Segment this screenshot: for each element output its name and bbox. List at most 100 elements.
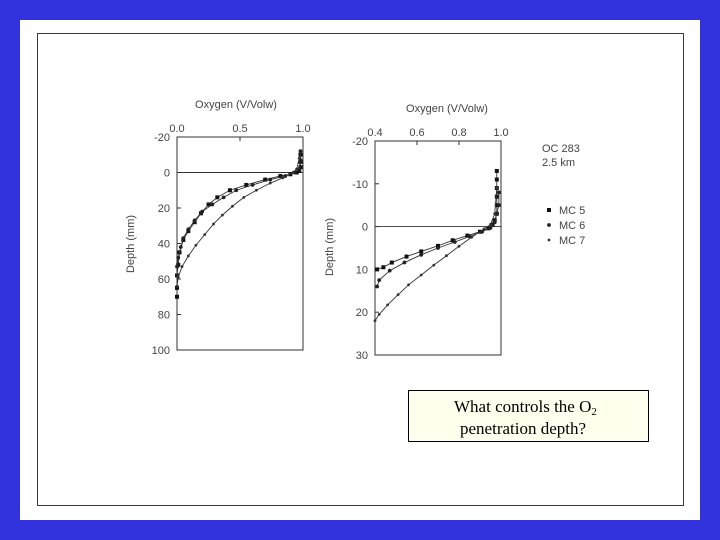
- series-2-point: [375, 284, 379, 289]
- series-1-point: [486, 226, 491, 231]
- y-tick-label: -20: [154, 132, 170, 144]
- x-tick-label: 0.8: [451, 127, 466, 139]
- y-tick-label: 60: [158, 274, 170, 286]
- series-2-point: [176, 255, 181, 260]
- series-3-point: [220, 213, 224, 217]
- series-2-point: [402, 260, 407, 265]
- series-1-point: [465, 233, 470, 238]
- series-1-point: [263, 177, 268, 182]
- series-2-point: [175, 264, 179, 269]
- series-1-point: [419, 249, 424, 254]
- series-1-point: [278, 174, 283, 179]
- y-tick-label: 80: [158, 310, 170, 322]
- series-2-point: [298, 149, 303, 154]
- annotation-line-2: 2.5 km: [542, 157, 575, 169]
- series-3-point: [457, 244, 461, 248]
- content-frame: [37, 33, 684, 506]
- series-3-point: [242, 195, 246, 199]
- caption-box: What controls the O2 penetration depth?: [408, 390, 649, 442]
- series-2-point: [186, 227, 191, 232]
- series-1-point: [215, 195, 220, 200]
- series-3-point: [373, 319, 377, 323]
- chart-left-ylabel: Depth (mm): [125, 215, 137, 273]
- series-1-point: [404, 254, 409, 259]
- caption-line-1: What controls the O2: [454, 396, 597, 423]
- series-3-point: [268, 181, 272, 185]
- annotation-line-1: OC 283: [542, 143, 580, 155]
- series-2-point: [210, 202, 215, 207]
- series-2-point: [488, 225, 493, 230]
- series-2-line: [176, 151, 301, 276]
- series-3-point: [281, 176, 285, 180]
- caption-subscript: 2: [591, 406, 597, 418]
- series-2-point: [497, 203, 501, 208]
- series-1-point: [294, 170, 299, 175]
- caption-text: What controls the O: [454, 397, 592, 416]
- chart-right-title: Oxygen (V/Volw): [406, 103, 488, 115]
- series-3-point: [482, 227, 486, 231]
- y-tick-label: -10: [352, 179, 368, 191]
- legend-marker: [547, 208, 551, 212]
- y-tick-label: 0: [362, 222, 368, 234]
- series-1-point: [494, 194, 499, 199]
- series-2-point: [497, 190, 501, 195]
- series-1-point: [492, 218, 497, 223]
- series-3-point: [432, 263, 436, 267]
- series-3-point: [297, 156, 301, 160]
- x-tick-label: 1.0: [295, 123, 310, 135]
- series-1-point: [381, 265, 386, 270]
- series-1-point: [175, 294, 179, 299]
- series-2-point: [492, 220, 497, 225]
- x-tick-label: 0.6: [409, 127, 424, 139]
- series-1-point: [206, 202, 211, 207]
- series-2-point: [377, 278, 382, 282]
- series-1-point: [375, 267, 380, 272]
- series-3-point: [212, 222, 215, 226]
- y-tick-label: 0: [164, 168, 170, 180]
- series-3-point: [377, 312, 381, 316]
- series-3-line: [374, 188, 498, 322]
- series-2-point: [250, 183, 255, 187]
- series-3-point: [291, 171, 295, 174]
- series-1-point: [494, 168, 499, 173]
- series-1-point: [436, 243, 440, 248]
- series-3-point: [175, 284, 179, 288]
- x-tick-label: 1.0: [493, 127, 508, 139]
- chart-left: Oxygen (V/Volw) Depth (mm) 0.0 0.5 1.0-200…: [125, 99, 311, 357]
- series-1-point: [389, 260, 394, 265]
- series-1-line: [376, 170, 498, 270]
- series-2-point: [200, 209, 205, 214]
- series-1-point: [494, 203, 499, 208]
- series-3-point: [186, 254, 190, 258]
- series-3-point: [489, 223, 492, 226]
- legend-label: MC 7: [559, 235, 585, 247]
- x-tick-label: 0.5: [232, 123, 247, 135]
- series-2-point: [192, 218, 197, 223]
- series-3-line: [176, 158, 300, 287]
- series-1-point: [450, 238, 455, 243]
- series-3-point: [495, 186, 499, 190]
- series-3-point: [254, 188, 258, 192]
- x-tick-label: 0.0: [169, 123, 184, 135]
- series-2-point: [268, 177, 273, 182]
- y-tick-label: -20: [352, 136, 368, 148]
- legend-marker: [547, 223, 551, 227]
- y-tick-label: 100: [152, 345, 170, 357]
- chart-right-plot-area: 0.4 0.6 0.8 1.0 -20 -10 0 10 20 30: [352, 127, 509, 362]
- series-2-point: [178, 245, 183, 249]
- series-3-point: [295, 167, 299, 171]
- y-tick-label: 20: [158, 203, 170, 215]
- series-3-point: [407, 283, 410, 287]
- y-tick-label: 40: [158, 239, 170, 251]
- series-2-point: [221, 195, 226, 200]
- chart-left-frame: [176, 136, 304, 351]
- series-2-point: [297, 167, 302, 171]
- series-1-point: [494, 177, 499, 182]
- series-3-point: [493, 212, 497, 216]
- legend-label: MC 5: [559, 205, 585, 217]
- chart-left-plot-area: 0.0 0.5 1.0 -20 0 20 40 60 80 100: [152, 123, 311, 357]
- series-2-point: [494, 211, 499, 216]
- y-tick-label: 30: [356, 350, 368, 362]
- series-3-point: [396, 293, 400, 297]
